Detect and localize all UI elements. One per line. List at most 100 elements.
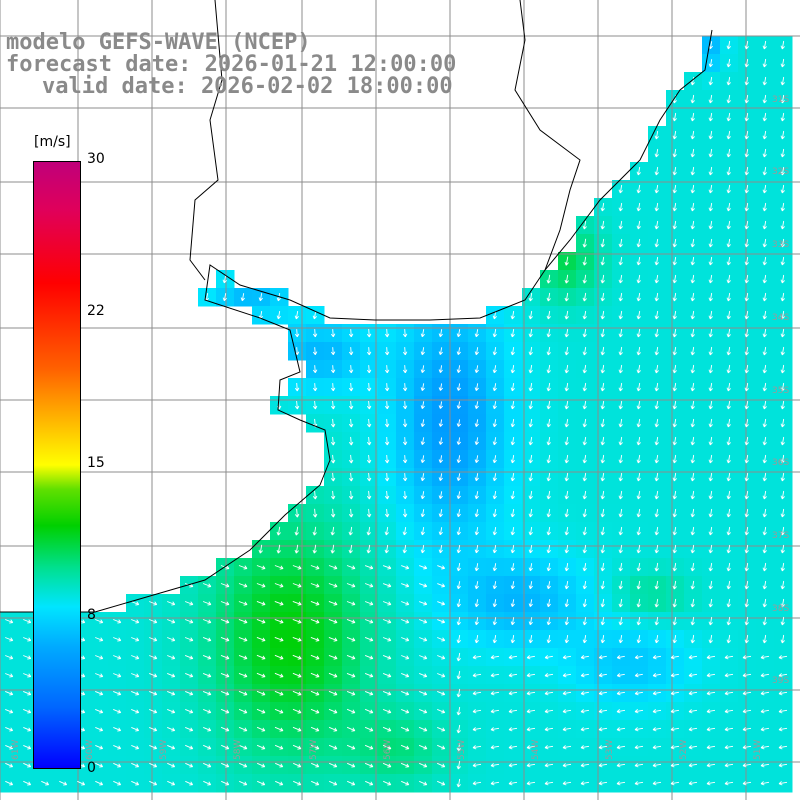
- wind-arrow: [401, 708, 410, 714]
- wind-arrow: [654, 148, 659, 158]
- wind-arrow: [23, 690, 32, 696]
- wind-arrow: [185, 690, 194, 696]
- wind-arrow: [149, 744, 158, 750]
- wind-arrow: [778, 691, 788, 696]
- wind-arrow: [366, 347, 372, 356]
- wind-arrow: [419, 762, 428, 768]
- wind-arrow: [762, 238, 767, 248]
- wind-arrow: [292, 583, 302, 588]
- wind-arrow: [780, 400, 785, 410]
- wind-arrow: [670, 709, 680, 714]
- wind-arrow: [616, 709, 626, 714]
- wind-arrow: [456, 688, 461, 698]
- wind-arrow: [690, 472, 695, 482]
- wind-arrow: [654, 184, 659, 194]
- wind-arrow: [382, 619, 392, 624]
- wind-arrow: [636, 526, 641, 536]
- wind-arrow: [690, 346, 695, 356]
- wind-arrow: [726, 544, 731, 554]
- wind-arrow: [366, 544, 371, 554]
- wind-arrow: [636, 346, 641, 356]
- wind-arrow: [328, 636, 338, 642]
- wind-arrow: [708, 526, 713, 536]
- wind-arrow: [401, 565, 410, 570]
- wind-arrow: [618, 274, 623, 284]
- wind-arrow: [778, 763, 788, 768]
- wind-arrow: [742, 709, 752, 714]
- wind-arrow: [690, 310, 695, 320]
- wind-arrow: [654, 166, 659, 176]
- wind-arrow: [456, 760, 461, 770]
- wind-arrow: [672, 148, 677, 158]
- wind-arrow: [274, 583, 284, 588]
- wind-arrow: [600, 598, 605, 608]
- wind-arrow: [582, 454, 587, 464]
- wind-arrow: [690, 148, 695, 158]
- wind-arrow: [220, 618, 230, 624]
- wind-arrow: [382, 672, 392, 678]
- wind-arrow: [672, 400, 677, 410]
- wind-arrow: [690, 328, 695, 338]
- wind-arrow: [419, 672, 428, 678]
- colorbar-tick-22: 22: [87, 303, 105, 319]
- wind-arrow: [618, 328, 623, 338]
- wind-arrow: [546, 635, 551, 644]
- wind-arrow: [600, 382, 605, 392]
- wind-arrow: [580, 763, 590, 768]
- wind-speed-cells: [0, 36, 793, 793]
- wind-arrow: [364, 601, 374, 606]
- wind-arrow: [636, 508, 641, 518]
- wind-arrow: [456, 742, 461, 752]
- wind-arrow: [564, 328, 569, 338]
- wind-arrow: [672, 364, 677, 374]
- wind-arrow: [402, 329, 408, 338]
- lon-label: 58W: [233, 740, 243, 760]
- wind-arrow: [456, 581, 461, 590]
- wind-arrow: [492, 491, 497, 500]
- wind-arrow: [346, 565, 356, 570]
- colorbar-tick-0: 0: [87, 760, 96, 776]
- lon-label: 53W: [605, 740, 615, 760]
- wind-arrow: [402, 473, 408, 482]
- wind-arrow: [582, 274, 587, 284]
- wind-arrow: [600, 436, 605, 446]
- wind-arrow: [131, 655, 140, 660]
- wind-arrow: [600, 490, 605, 500]
- wind-arrow: [220, 636, 230, 642]
- wind-arrow: [672, 382, 677, 392]
- wind-arrow: [419, 619, 428, 624]
- wind-arrow: [762, 76, 767, 86]
- wind-arrow: [600, 292, 605, 302]
- wind-arrow: [312, 383, 318, 392]
- wind-arrow: [654, 616, 659, 626]
- wind-arrow: [113, 726, 122, 732]
- wind-arrow: [726, 580, 731, 590]
- wind-arrow: [690, 436, 695, 446]
- wind-arrow: [401, 619, 410, 624]
- wind-arrow: [420, 365, 425, 373]
- wind-arrow: [419, 583, 428, 588]
- wind-arrow: [564, 617, 569, 626]
- wind-arrow: [528, 364, 533, 374]
- wind-arrow: [600, 220, 605, 230]
- wind-arrow: [275, 780, 284, 786]
- wind-arrow: [780, 616, 785, 626]
- wind-arrow: [690, 400, 695, 410]
- wind-arrow: [276, 544, 281, 554]
- wind-arrow: [492, 581, 497, 590]
- wind-arrow: [780, 580, 785, 590]
- wind-arrow: [274, 600, 284, 606]
- wind-arrow: [256, 654, 266, 660]
- wind-arrow: [346, 690, 356, 696]
- wind-arrow: [634, 763, 644, 768]
- wind-arrow: [149, 637, 158, 642]
- wind-arrow: [688, 763, 698, 768]
- wind-arrow: [330, 418, 336, 428]
- wind-arrow: [437, 726, 446, 732]
- wind-arrow: [149, 672, 158, 678]
- lon-label: 56W: [383, 740, 393, 760]
- wind-arrow: [364, 744, 374, 750]
- wind-arrow: [616, 727, 626, 732]
- wind-arrow: [726, 40, 731, 50]
- wind-arrow: [618, 616, 623, 626]
